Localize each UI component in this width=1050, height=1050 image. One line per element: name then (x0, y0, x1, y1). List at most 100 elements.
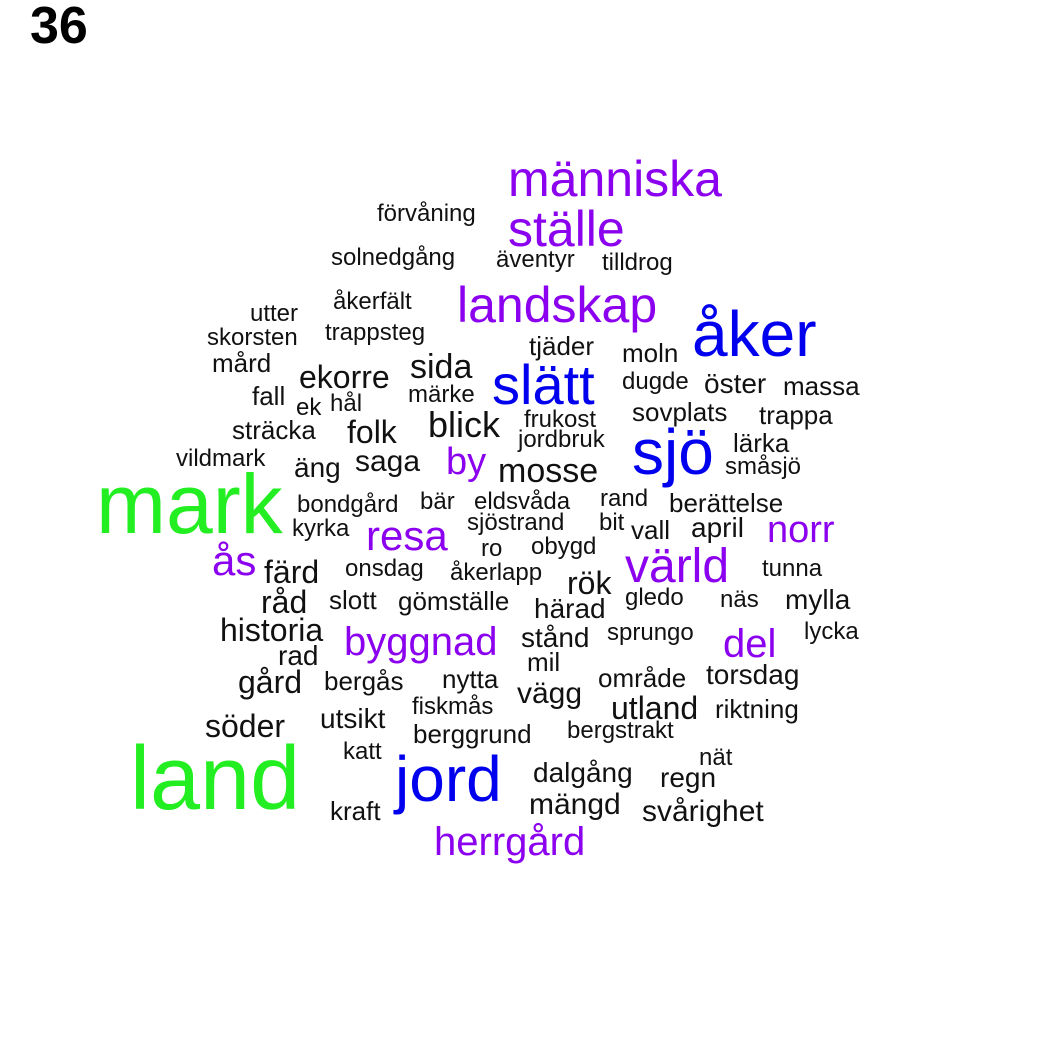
cloud-word-vagg: vägg (517, 677, 583, 710)
cloud-word-nat: nät (699, 744, 733, 771)
cloud-word-as: ås (212, 537, 257, 584)
cloud-word-larka: lärka (733, 428, 790, 458)
cloud-word-bar: bär (420, 488, 455, 515)
cloud-word-katt: katt (343, 738, 382, 765)
cloud-word-jord: jord (395, 743, 502, 815)
cloud-word-utsikt: utsikt (320, 703, 386, 734)
cloud-word-folk: folk (347, 414, 397, 450)
cloud-word-sjostrand: sjöstrand (467, 509, 565, 536)
cloud-word-ro: ro (481, 535, 503, 562)
page-number: 36 (30, 0, 88, 55)
cloud-word-akerfalt: åkerfält (333, 288, 412, 315)
cloud-word-tjader: tjäder (529, 331, 595, 361)
cloud-word-aker: åker (692, 298, 817, 370)
cloud-word-omrade: område (598, 663, 687, 693)
cloud-word-slatt: slätt (492, 353, 595, 416)
cloud-word-slott: slott (329, 585, 377, 615)
cloud-word-utter: utter (250, 300, 299, 327)
cloud-word-torsdag: torsdag (706, 659, 800, 690)
cloud-word-svarighet: svårighet (642, 795, 764, 828)
cloud-word-tilldrog: tilldrog (602, 249, 673, 276)
cloud-word-nas: näs (720, 586, 759, 613)
cloud-word-gard: gård (238, 664, 303, 700)
cloud-word-eldsvada: eldsvåda (474, 488, 571, 515)
cloud-word-soder: söder (205, 708, 286, 744)
cloud-word-bit: bit (599, 509, 625, 536)
cloud-word-fiskmas: fiskmås (412, 693, 494, 720)
cloud-word-obygd: obygd (531, 533, 597, 560)
cloud-word-sjo: sjö (632, 416, 714, 488)
cloud-word-jordbruk: jordbruk (518, 426, 605, 453)
cloud-word-ek: ek (296, 394, 322, 421)
cloud-word-bergstrakt: bergstrakt (567, 717, 674, 744)
cloud-word-gledo: gledo (625, 584, 684, 611)
cloud-word-dalgang: dalgång (533, 757, 633, 788)
cloud-word-skorsten: skorsten (207, 324, 298, 351)
cloud-word-nytta: nytta (442, 664, 499, 694)
cloud-word-rand: rand (600, 485, 649, 512)
cloud-word-solnedgang: solnedgång (331, 244, 456, 271)
cloud-word-onsdag: onsdag (345, 555, 424, 582)
cloud-word-bergas: bergås (324, 666, 404, 696)
cloud-word-rok: rök (567, 565, 612, 601)
cloud-word-landskap: landskap (457, 277, 658, 333)
cloud-word-stalle: ställe (508, 201, 625, 257)
cloud-word-april: april (691, 512, 744, 543)
cloud-word-riktning: riktning (715, 694, 799, 724)
cloud-word-saga: saga (355, 445, 421, 478)
cloud-word-manniska: människa (508, 151, 722, 207)
cloud-word-del: del (723, 622, 777, 666)
cloud-word-bondgard: bondgård (297, 491, 399, 518)
cloud-word-ang: äng (294, 452, 341, 483)
cloud-word-gomstalle: gömställe (398, 586, 510, 616)
cloud-word-berattelse: berättelse (669, 488, 784, 518)
cloud-word-marke: märke (408, 381, 475, 408)
cloud-word-regn: regn (660, 762, 717, 793)
cloud-word-berggrund: berggrund (413, 719, 532, 749)
cloud-word-rad: råd (261, 584, 308, 620)
cloud-word-oster: öster (704, 368, 767, 399)
cloud-word-norr: norr (767, 509, 835, 551)
cloud-word-mosse: mosse (498, 452, 599, 490)
cloud-word-dugde: dugde (622, 368, 689, 395)
cloud-word-rad: rad (278, 640, 319, 671)
cloud-word-stracka: sträcka (232, 415, 316, 445)
cloud-word-stand: stånd (521, 622, 590, 653)
cloud-word-lycka: lycka (804, 618, 859, 645)
cloud-word-mil: mil (527, 647, 561, 677)
cloud-word-frukost: frukost (524, 406, 597, 433)
cloud-word-by: by (446, 441, 487, 483)
cloud-word-fard: färd (264, 554, 320, 590)
cloud-word-tunna: tunna (762, 555, 823, 582)
cloud-word-blick: blick (428, 404, 501, 445)
cloud-word-vall: vall (631, 515, 671, 545)
cloud-word-trappa: trappa (759, 400, 833, 430)
cloud-word-historia: historia (220, 612, 324, 648)
cloud-word-mylla: mylla (785, 584, 851, 615)
cloud-word-harad: härad (534, 593, 606, 624)
cloud-word-herrgard: herrgård (434, 820, 586, 864)
cloud-word-hal: hål (330, 390, 363, 417)
cloud-word-kraft: kraft (330, 796, 381, 826)
cloud-word-vildmark: vildmark (176, 445, 266, 472)
cloud-word-mard: mård (212, 348, 272, 378)
cloud-word-land: land (130, 729, 301, 829)
cloud-word-akerlapp: åkerlapp (450, 559, 543, 586)
cloud-word-forvaning: förvåning (377, 200, 476, 227)
cloud-word-aventyr: äventyr (496, 246, 575, 273)
cloud-word-utland: utland (611, 690, 699, 726)
cloud-word-kyrka: kyrka (292, 515, 350, 542)
cloud-word-mark: mark (96, 457, 283, 551)
cloud-word-mangd: mängd (529, 788, 621, 821)
cloud-word-smasjo: småsjö (725, 453, 802, 480)
cloud-word-varld: värld (625, 540, 730, 593)
cloud-word-ekorre: ekorre (299, 359, 390, 395)
cloud-word-moln: moln (622, 338, 679, 368)
cloud-word-byggnad: byggnad (344, 620, 498, 664)
cloud-word-fall: fall (252, 381, 286, 411)
cloud-word-sida: sida (410, 348, 473, 386)
cloud-word-massa: massa (783, 371, 860, 401)
cloud-word-trappsteg: trappsteg (325, 319, 426, 346)
cloud-word-resa: resa (366, 512, 448, 559)
